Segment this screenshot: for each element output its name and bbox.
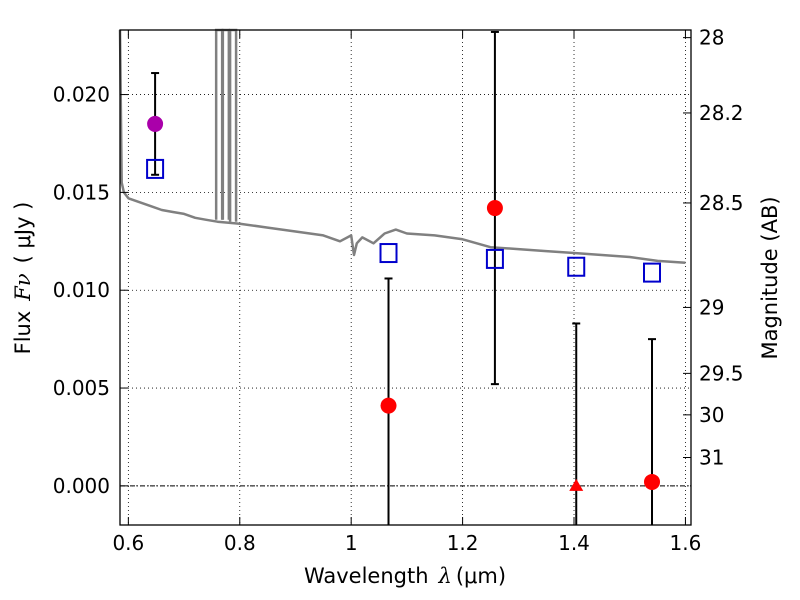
x-axis-title: Wavelength λ (μm) bbox=[304, 564, 506, 588]
data-point bbox=[644, 473, 661, 490]
x-tick-label: 1 bbox=[345, 531, 358, 555]
data-point bbox=[147, 115, 164, 132]
right-tick-label: 28.5 bbox=[699, 191, 744, 215]
x-tick-label: 1.2 bbox=[447, 531, 479, 555]
y-tick-label: 0.000 bbox=[53, 474, 110, 498]
plot-data bbox=[118, 28, 686, 525]
right-tick-label: 29 bbox=[699, 295, 724, 319]
x-tick-label: 0.6 bbox=[112, 531, 144, 555]
grid-lines bbox=[120, 30, 691, 525]
x-tick-label: 0.8 bbox=[224, 531, 256, 555]
right-tick-label: 29.5 bbox=[699, 361, 744, 385]
right-tick-label: 31 bbox=[699, 446, 724, 470]
model-photometry-point bbox=[146, 158, 165, 179]
y-tick-label: 0.015 bbox=[53, 180, 110, 204]
model-spectrum-spike bbox=[214, 28, 224, 220]
model-photometry-point bbox=[567, 256, 586, 277]
data-point bbox=[486, 200, 503, 217]
right-axis-title: Magnitude (AB) bbox=[758, 196, 782, 359]
model-photometry-point bbox=[485, 248, 504, 269]
model-spectrum-spike bbox=[221, 28, 231, 220]
y-tick-label: 0.005 bbox=[53, 376, 110, 400]
model-photometry-point bbox=[643, 262, 662, 283]
y-tick-label: 0.020 bbox=[53, 83, 110, 107]
x-tick-label: 1.6 bbox=[670, 531, 702, 555]
plot-frame bbox=[119, 29, 692, 526]
model-spectrum-line bbox=[118, 29, 686, 265]
right-tick-label: 28.2 bbox=[699, 101, 744, 125]
axis-ticks: 0.6 0.8 1 1.2 1.4 1.6 0.000 0.005 0.010 0.015 0.02… bbox=[53, 26, 744, 555]
y-axis-title: FluxFν( μJy ) bbox=[11, 202, 35, 355]
model-spectrum-spike bbox=[228, 28, 238, 222]
right-tick-label: 30 bbox=[699, 403, 724, 427]
data-point bbox=[380, 397, 397, 414]
right-tick-label: 28 bbox=[699, 26, 724, 50]
x-tick-label: 1.4 bbox=[558, 531, 590, 555]
y-tick-label: 0.010 bbox=[53, 278, 110, 302]
upper-limit-point bbox=[569, 478, 584, 491]
model-photometry-point bbox=[379, 243, 398, 264]
